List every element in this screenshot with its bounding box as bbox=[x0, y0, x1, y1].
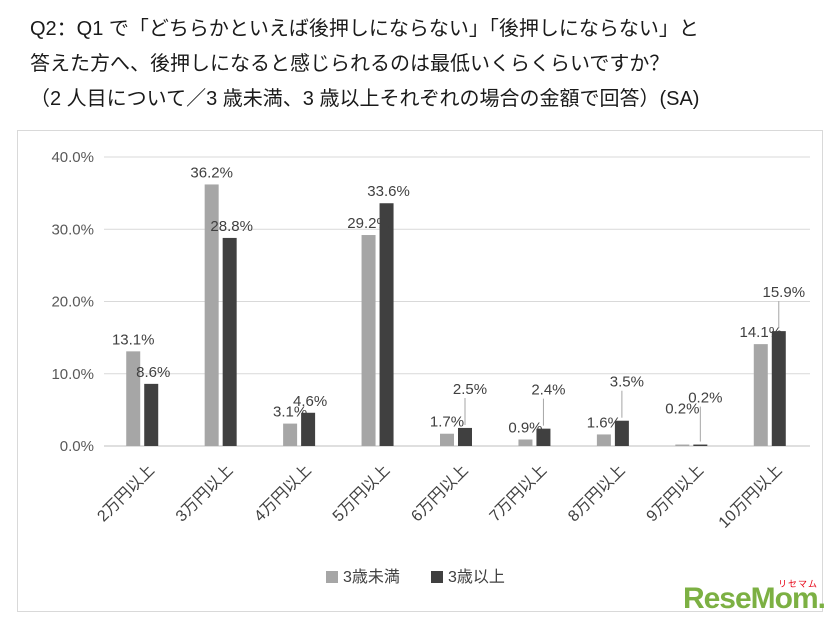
svg-text:8万円以上: 8万円以上 bbox=[564, 461, 628, 525]
svg-text:0.2%: 0.2% bbox=[665, 401, 699, 418]
resemom-logo-dot: . bbox=[817, 582, 826, 615]
svg-text:15.9%: 15.9% bbox=[763, 284, 806, 301]
chart-question-title: Q2：Q1 で「どちらかといえば後押しにならない」「後押しにならない」と 答えた… bbox=[0, 0, 840, 117]
svg-text:6万円以上: 6万円以上 bbox=[408, 461, 472, 525]
svg-text:1.6%: 1.6% bbox=[587, 414, 621, 431]
title-line-2: 答えた方へ、後押しになると感じられるのは最低いくらくらいですか？ bbox=[30, 53, 670, 75]
svg-text:1.7%: 1.7% bbox=[430, 414, 464, 431]
svg-text:0.9%: 0.9% bbox=[508, 419, 542, 436]
svg-text:3歳以上: 3歳以上 bbox=[448, 568, 505, 586]
svg-text:2.4%: 2.4% bbox=[531, 382, 565, 399]
svg-text:4万円以上: 4万円以上 bbox=[251, 461, 315, 525]
bar-chart-svg: 0.0% 10.0% 20.0% 30.0% 40.0% 13.1% 8.6% 2万円以上 36… bbox=[51, 149, 810, 586]
svg-text:40.0%: 40.0% bbox=[51, 149, 94, 166]
svg-text:3万円以上: 3万円以上 bbox=[172, 461, 236, 525]
title-line-3: （2 人目について／3 歳未満、3 歳以上それぞれの場合の金額で回答）(SA) bbox=[30, 88, 700, 110]
svg-text:7万円以上: 7万円以上 bbox=[486, 461, 550, 525]
svg-text:10万円以上: 10万円以上 bbox=[715, 461, 786, 532]
svg-text:2万円以上: 2万円以上 bbox=[94, 461, 158, 525]
svg-text:2.5%: 2.5% bbox=[453, 381, 487, 398]
resemom-logo: ReseMom. リセマム bbox=[682, 579, 826, 618]
svg-text:14.1%: 14.1% bbox=[740, 324, 783, 341]
svg-text:5万円以上: 5万円以上 bbox=[329, 461, 393, 525]
svg-text:28.8%: 28.8% bbox=[210, 218, 253, 235]
svg-text:29.2%: 29.2% bbox=[347, 215, 390, 232]
title-line-1: Q2：Q1 で「どちらかといえば後押しにならない」「後押しにならない」と bbox=[30, 18, 699, 40]
svg-text:3.5%: 3.5% bbox=[610, 374, 644, 391]
svg-text:9万円以上: 9万円以上 bbox=[643, 461, 707, 525]
svg-text:10.0%: 10.0% bbox=[51, 366, 94, 383]
svg-text:3歳未満: 3歳未満 bbox=[343, 568, 400, 586]
svg-text:4.6%: 4.6% bbox=[293, 393, 327, 410]
chart-container: 0.0% 10.0% 20.0% 30.0% 40.0% 13.1% 8.6% 2万円以上 36… bbox=[17, 130, 823, 612]
svg-text:8.6%: 8.6% bbox=[136, 364, 170, 381]
svg-text:3.1%: 3.1% bbox=[273, 404, 307, 421]
svg-text:13.1%: 13.1% bbox=[112, 331, 155, 348]
svg-text:0.0%: 0.0% bbox=[60, 438, 94, 455]
svg-text:30.0%: 30.0% bbox=[51, 221, 94, 238]
resemom-logo-text: ReseMom bbox=[682, 582, 819, 615]
svg-text:20.0%: 20.0% bbox=[51, 294, 94, 311]
svg-text:33.6%: 33.6% bbox=[367, 183, 410, 200]
resemom-logo-subtext: リセマム bbox=[777, 579, 818, 589]
svg-text:0.2%: 0.2% bbox=[688, 390, 722, 407]
svg-text:36.2%: 36.2% bbox=[190, 164, 233, 181]
